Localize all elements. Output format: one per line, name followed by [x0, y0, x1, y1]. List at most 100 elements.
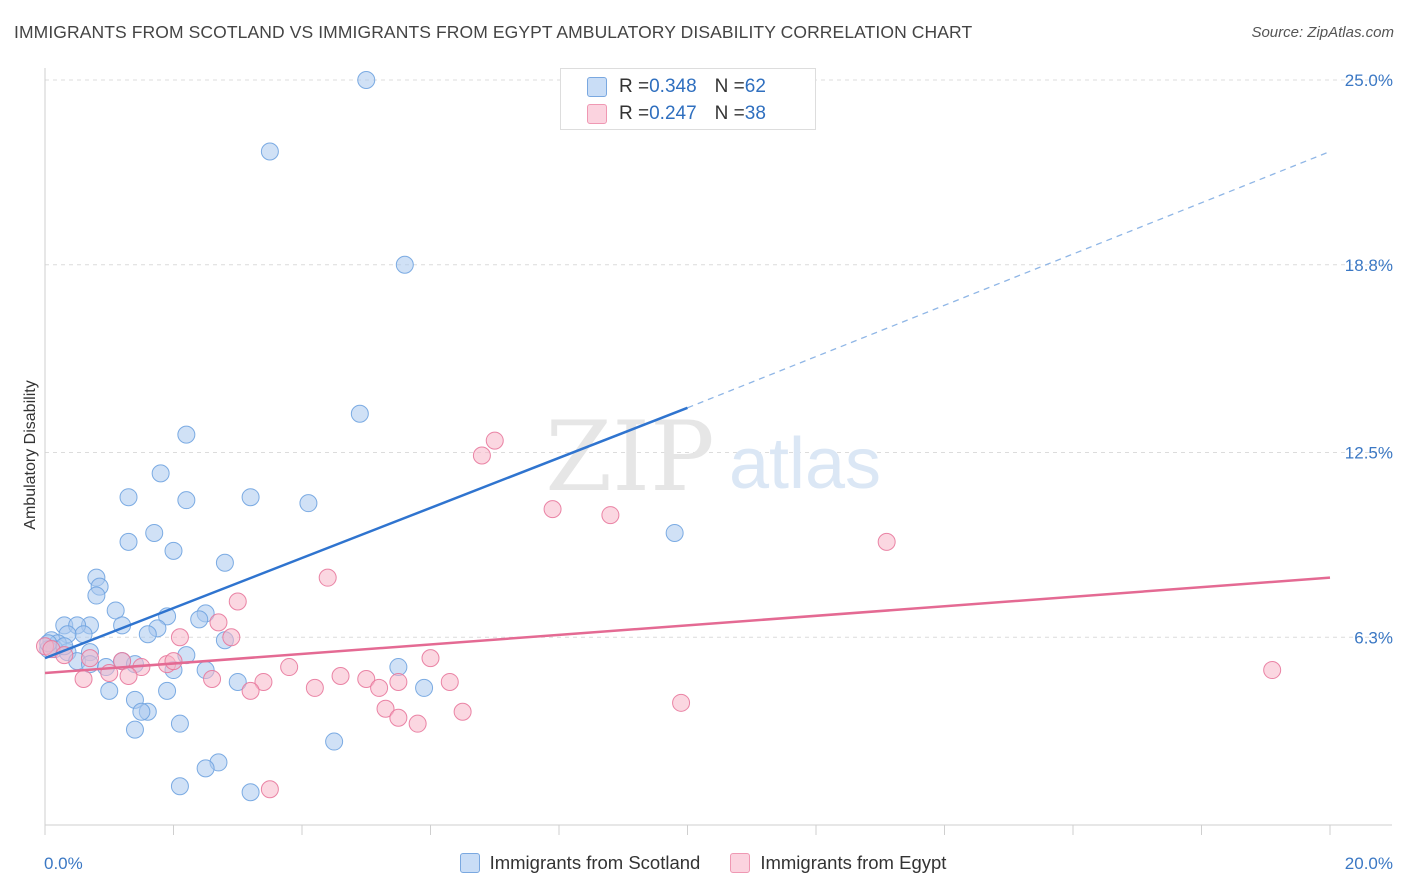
point-egypt — [203, 669, 222, 688]
point-scotland — [158, 681, 177, 700]
point-scotland — [170, 777, 189, 796]
point-scotland — [357, 71, 376, 89]
point-scotland — [138, 625, 157, 644]
point-egypt — [170, 628, 189, 647]
point-egypt — [119, 667, 138, 685]
point-scotland — [241, 488, 260, 507]
point-scotland — [395, 255, 414, 274]
legend-label-egypt: Immigrants from Egypt — [760, 852, 947, 873]
watermark-zip: ZIP — [545, 401, 714, 513]
y-tick-label: 6.3% — [1354, 628, 1393, 647]
legend-series: Immigrants from Scotland Immigrants from… — [0, 852, 1406, 874]
point-egypt — [877, 532, 896, 551]
legend-r-label: R = — [619, 103, 650, 124]
legend-r-value: 0.348 — [649, 76, 697, 97]
point-egypt — [241, 681, 260, 700]
point-scotland — [325, 732, 344, 751]
point-scotland — [164, 541, 183, 560]
point-scotland — [119, 532, 138, 551]
point-scotland — [350, 404, 369, 423]
legend-r-value: 0.247 — [649, 103, 697, 124]
watermark: ZIP atlas — [545, 401, 881, 513]
grid-lines — [45, 79, 1392, 638]
point-egypt — [305, 678, 324, 697]
chart-title: IMMIGRANTS FROM SCOTLAND VS IMMIGRANTS F… — [14, 22, 973, 42]
point-egypt — [440, 672, 459, 691]
point-egypt — [74, 669, 93, 688]
watermark-atlas: atlas — [729, 424, 881, 504]
point-scotland — [106, 601, 125, 620]
legend-swatch-egypt — [730, 853, 751, 873]
legend-item-egypt: Immigrants from Egypt — [730, 852, 946, 874]
point-scotland — [665, 523, 684, 542]
point-scotland — [241, 783, 260, 802]
point-egypt — [80, 649, 99, 668]
x-tick-label: 0.0% — [44, 854, 83, 873]
point-egypt — [389, 708, 408, 727]
legend-swatch-scotland — [459, 853, 480, 873]
trend-lines — [44, 150, 1331, 675]
legend-n-label: N = — [714, 103, 745, 124]
y-tick-label: 25.0% — [1345, 71, 1393, 90]
y-axis-label: Ambulatory Disability — [22, 380, 39, 529]
x-tick-label: 20.0% — [1345, 854, 1393, 873]
legend-n-label: N = — [714, 76, 745, 97]
point-scotland — [145, 523, 164, 542]
legend-stats: R = 0.348 N = 62 R = 0.247 N = 38 — [560, 68, 816, 130]
point-scotland — [415, 678, 434, 697]
point-egypt — [472, 446, 491, 465]
point-egypt — [376, 699, 395, 718]
tick-labels: 6.3% 12.5% 18.8% 25.0% 0.0% 20.0% — [44, 71, 1393, 873]
point-egypt — [254, 672, 273, 691]
axes — [44, 68, 1392, 835]
point-egypt — [228, 592, 247, 611]
point-egypt — [1263, 661, 1282, 680]
legend-item-scotland: Immigrants from Scotland — [459, 852, 701, 874]
point-scotland — [190, 610, 209, 629]
point-egypt — [370, 678, 389, 697]
point-egypt — [453, 702, 472, 721]
point-egypt — [485, 431, 504, 450]
point-scotland — [196, 759, 215, 778]
point-egypt — [543, 500, 562, 519]
point-scotland — [177, 491, 196, 510]
point-scotland — [228, 672, 247, 691]
trend-line-egypt — [44, 576, 1331, 675]
series-egypt-points — [36, 431, 1282, 799]
point-scotland — [215, 553, 234, 572]
point-egypt — [408, 714, 427, 733]
point-scotland — [87, 586, 106, 605]
point-egypt — [672, 693, 691, 712]
legend-row-scotland: R = 0.348 N = 62 — [587, 74, 766, 100]
point-scotland — [100, 681, 119, 700]
point-scotland — [132, 702, 151, 721]
point-egypt — [318, 568, 337, 587]
point-egypt — [601, 506, 620, 525]
point-egypt — [222, 628, 241, 647]
point-scotland — [119, 488, 138, 507]
legend-n-value: 62 — [744, 76, 766, 97]
y-tick-label: 18.8% — [1345, 256, 1393, 275]
point-scotland — [170, 714, 189, 733]
legend-swatch-egypt — [587, 104, 607, 124]
point-scotland — [299, 494, 318, 513]
point-scotland — [151, 464, 170, 483]
legend-n-value: 38 — [744, 103, 766, 124]
point-scotland — [177, 425, 196, 444]
point-scotland — [125, 720, 144, 739]
point-egypt — [357, 669, 376, 688]
point-egypt — [421, 649, 440, 668]
point-egypt — [331, 667, 350, 685]
point-scotland — [260, 142, 279, 161]
source-label: Source: ZipAtlas.com — [1251, 24, 1394, 41]
point-egypt — [209, 613, 228, 632]
trend-line-scotland-extension — [687, 150, 1331, 409]
point-egypt — [389, 672, 408, 691]
point-egypt — [260, 780, 279, 799]
legend-row-egypt: R = 0.247 N = 38 — [587, 101, 766, 127]
legend-r-label: R = — [619, 76, 650, 97]
legend-label-scotland: Immigrants from Scotland — [489, 852, 701, 873]
point-egypt — [113, 652, 132, 671]
y-tick-label: 12.5% — [1345, 444, 1393, 463]
